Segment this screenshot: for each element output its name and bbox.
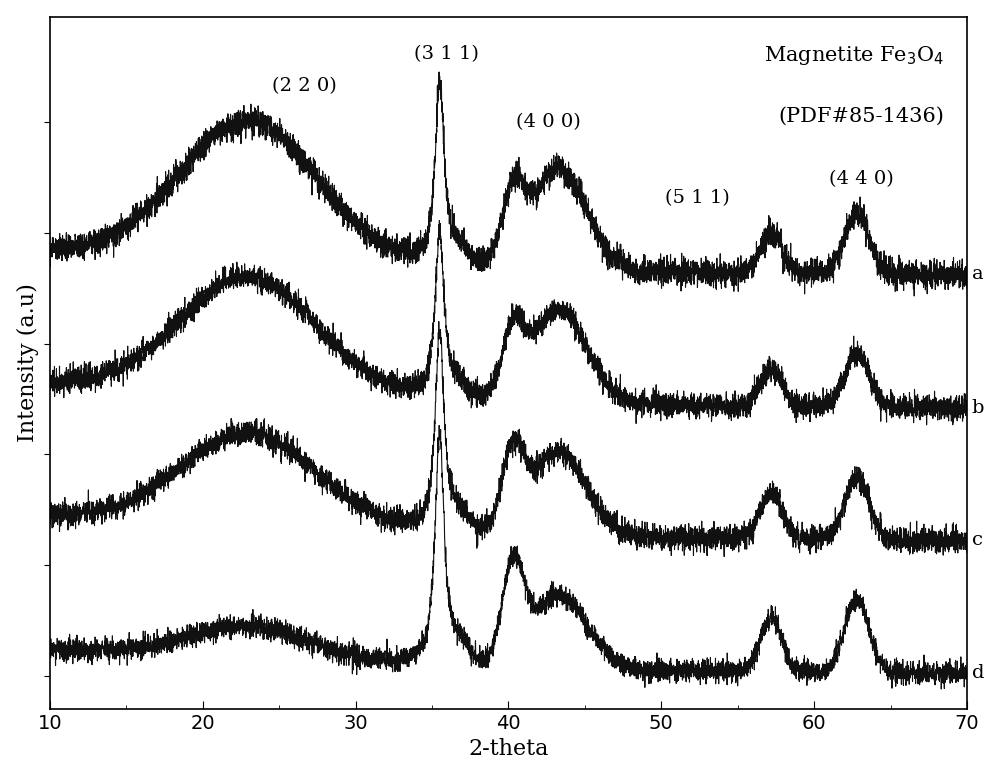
Text: Magnetite Fe$_3$O$_4$: Magnetite Fe$_3$O$_4$ <box>764 44 944 68</box>
Text: b: b <box>972 399 984 417</box>
Text: (5 1 1): (5 1 1) <box>665 189 730 207</box>
Y-axis label: Intensity (a.u): Intensity (a.u) <box>17 284 39 442</box>
Text: (4 4 0): (4 4 0) <box>829 170 894 188</box>
Text: d: d <box>972 664 984 681</box>
X-axis label: 2-theta: 2-theta <box>468 738 549 761</box>
Text: (3 1 1): (3 1 1) <box>414 45 479 63</box>
Text: (4 0 0): (4 0 0) <box>516 113 581 131</box>
Text: (PDF#85-1436): (PDF#85-1436) <box>778 106 944 126</box>
Text: a: a <box>972 265 983 284</box>
Text: c: c <box>972 531 983 549</box>
Text: (2 2 0): (2 2 0) <box>272 78 336 96</box>
